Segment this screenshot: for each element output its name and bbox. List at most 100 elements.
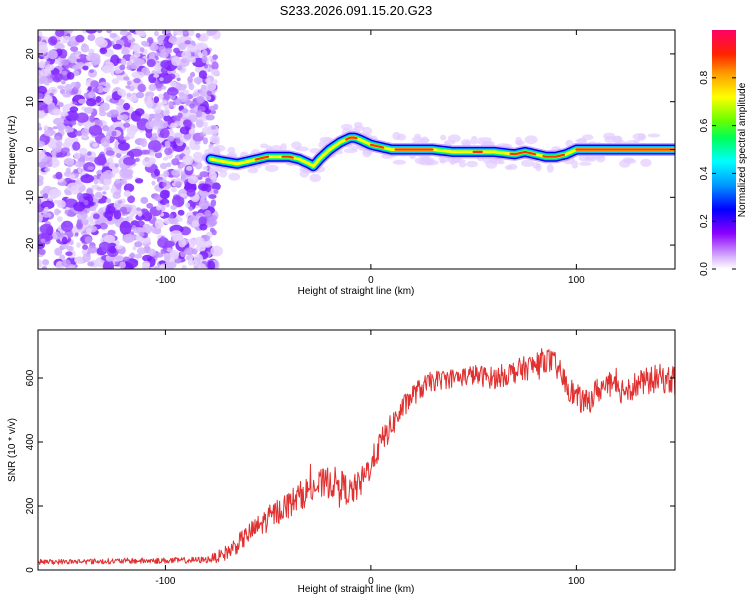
noise-blob xyxy=(199,223,208,231)
noise-blob xyxy=(53,117,65,126)
noise-blob xyxy=(194,141,201,145)
noise-blob xyxy=(57,123,65,131)
noise-blob xyxy=(135,214,145,221)
noise-blob xyxy=(117,200,123,204)
noise-blob xyxy=(115,178,121,184)
noise-blob xyxy=(123,190,131,198)
noise-blob xyxy=(38,35,42,42)
noise-blob xyxy=(129,252,136,259)
noise-blob xyxy=(54,247,63,256)
noise-blob xyxy=(93,179,99,185)
noise-blob xyxy=(118,135,125,141)
noise-blob xyxy=(74,160,85,168)
noise-blob xyxy=(55,141,63,147)
noise-blob xyxy=(208,30,218,35)
noise-blob xyxy=(38,161,47,168)
noise-blob xyxy=(178,93,189,102)
noise-blob xyxy=(89,53,101,62)
spectrogram-noise xyxy=(38,30,223,269)
noise-blob xyxy=(81,128,89,137)
noise-blob xyxy=(109,32,116,39)
noise-blob xyxy=(126,92,132,98)
noise-blob xyxy=(117,88,126,96)
noise-blob xyxy=(103,234,116,243)
noise-blob xyxy=(105,256,113,262)
noise-blob xyxy=(189,72,195,77)
noise-blob xyxy=(72,101,78,105)
noise-blob xyxy=(103,169,113,180)
noise-blob xyxy=(87,261,95,267)
noise-blob xyxy=(113,210,122,220)
noise-blob xyxy=(191,93,196,97)
noise-blob xyxy=(77,167,82,174)
ridge-halo xyxy=(447,134,461,143)
x-tick-label: 100 xyxy=(568,576,585,587)
noise-blob xyxy=(73,152,81,160)
noise-blob xyxy=(39,136,46,142)
noise-blob xyxy=(160,248,167,254)
noise-blob xyxy=(212,54,219,60)
noise-blob xyxy=(166,247,173,253)
snr-x-axis-label: Height of straight line (km) xyxy=(298,584,415,595)
colorbar-tick-label: 0.2 xyxy=(699,214,710,228)
noise-blob xyxy=(134,241,143,248)
noise-blob xyxy=(82,245,88,250)
snr-background xyxy=(38,330,675,570)
noise-blob xyxy=(99,102,110,111)
noise-blob xyxy=(38,30,43,37)
noise-blob xyxy=(38,140,46,148)
noise-blob xyxy=(142,41,150,47)
noise-blob xyxy=(145,121,155,130)
ridge-halo xyxy=(422,154,430,163)
noise-blob xyxy=(167,73,176,80)
noise-blob xyxy=(61,259,71,268)
noise-blob xyxy=(59,254,66,261)
ridge-halo xyxy=(546,163,554,173)
noise-blob xyxy=(52,72,63,83)
noise-blob xyxy=(90,220,96,225)
noise-blob xyxy=(195,118,205,128)
noise-blob xyxy=(85,30,97,34)
noise-blob xyxy=(199,203,209,210)
noise-blob xyxy=(87,245,97,254)
noise-blob xyxy=(169,249,180,260)
noise-blob xyxy=(118,142,130,151)
noise-blob xyxy=(51,156,58,163)
ridge-peak-segment xyxy=(542,153,566,158)
noise-blob xyxy=(207,260,216,269)
noise-blob xyxy=(61,236,68,245)
noise-blob xyxy=(197,263,206,269)
noise-blob xyxy=(140,196,149,204)
ridge-peak-segment xyxy=(254,155,270,161)
noise-blob xyxy=(57,232,65,238)
noise-blob xyxy=(72,141,81,151)
y-tick-label: 400 xyxy=(25,433,36,450)
noise-blob xyxy=(76,212,88,221)
noise-blob xyxy=(92,142,98,148)
noise-blob xyxy=(127,80,132,86)
ridge-halo xyxy=(516,140,525,146)
noise-blob xyxy=(132,44,142,53)
ridge-halo xyxy=(535,163,542,172)
noise-blob xyxy=(139,231,145,237)
noise-blob xyxy=(38,41,48,50)
noise-blob xyxy=(43,94,53,105)
noise-blob xyxy=(89,114,95,123)
noise-blob xyxy=(185,202,191,208)
ridge-halo xyxy=(604,135,615,143)
noise-blob xyxy=(202,137,208,145)
noise-blob xyxy=(107,229,116,236)
noise-blob xyxy=(183,119,192,128)
noise-blob xyxy=(86,188,93,195)
noise-blob xyxy=(174,132,183,138)
noise-blob xyxy=(205,81,217,91)
ridge-halo xyxy=(439,159,446,164)
noise-blob xyxy=(42,259,49,265)
ridge-halo xyxy=(611,135,623,144)
noise-blob xyxy=(145,70,151,76)
ridge-halo xyxy=(299,169,309,178)
noise-blob xyxy=(101,184,110,191)
noise-blob xyxy=(72,70,80,77)
noise-blob xyxy=(43,129,55,137)
noise-blob xyxy=(58,102,64,108)
